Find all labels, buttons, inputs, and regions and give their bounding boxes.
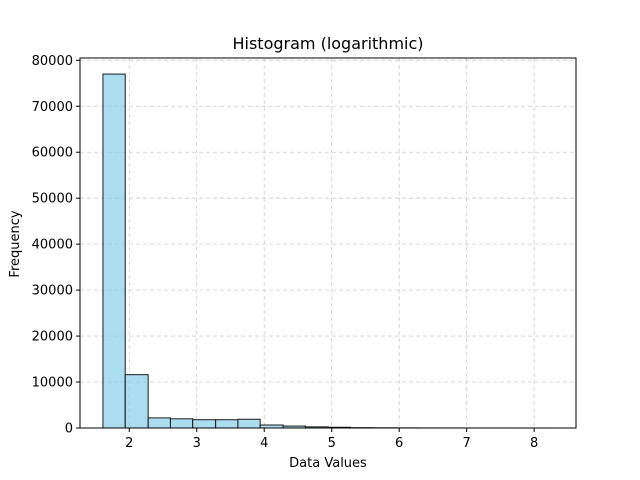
- histogram-bar-1: [124, 374, 149, 429]
- x-tick-label-2: 4: [260, 436, 268, 451]
- y-tick-label-2: 20000: [32, 330, 73, 345]
- y-tick-label-3: 30000: [32, 284, 73, 299]
- chart-title: Histogram (logarithmic): [232, 34, 423, 53]
- x-axis-label: Data Values: [289, 456, 367, 471]
- plot-area-frame: [79, 57, 577, 429]
- y-tick-label-0: 0: [65, 422, 73, 437]
- x-axis-ticks: 2 3 4 5 6 7 8: [125, 428, 538, 451]
- y-axis-label: Frequency: [8, 210, 23, 277]
- x-tick-label-0: 2: [125, 436, 133, 451]
- histogram-bar-6: [237, 418, 261, 429]
- y-tick-label-1: 10000: [32, 376, 73, 391]
- x-tick-label-6: 8: [530, 436, 538, 451]
- x-tick-label-3: 5: [328, 436, 336, 451]
- histogram-bar-2: [147, 417, 171, 429]
- y-axis-ticks: 0 10000 20000 30000 40000 50000 60000 70000 8000…: [32, 54, 80, 437]
- x-tick-label-1: 3: [193, 436, 201, 451]
- y-tick-label-5: 50000: [32, 192, 73, 207]
- y-tick-label-6: 60000: [32, 146, 73, 161]
- x-tick-label-4: 6: [395, 436, 403, 451]
- grid-lines: [80, 58, 576, 429]
- histogram-bar-5: [215, 419, 239, 429]
- y-tick-label-8: 80000: [32, 54, 73, 69]
- y-tick-label-4: 40000: [32, 238, 73, 253]
- x-tick-label-5: 7: [463, 436, 471, 451]
- histogram-bar-3: [169, 418, 194, 429]
- histogram-bar-4: [192, 419, 217, 429]
- histogram-bar-0: [102, 73, 126, 429]
- histogram-bars: [102, 73, 554, 429]
- y-tick-label-7: 70000: [32, 100, 73, 115]
